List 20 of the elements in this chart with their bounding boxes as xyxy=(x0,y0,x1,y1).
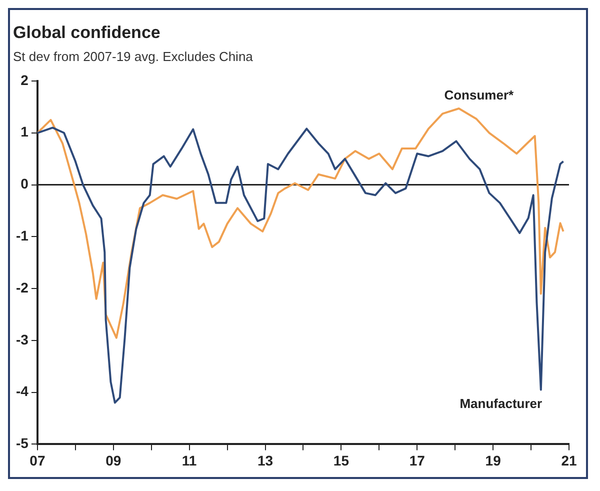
x-tick-label: 21 xyxy=(561,452,577,468)
series-label: Manufacturer xyxy=(460,396,542,411)
x-tick-label: 07 xyxy=(30,452,46,468)
x-tick-label: 09 xyxy=(106,452,122,468)
y-tick-label: 2 xyxy=(20,72,29,88)
series-label: Consumer* xyxy=(444,88,514,103)
x-tick-label: 11 xyxy=(182,452,197,468)
y-tick-label: 1 xyxy=(20,124,29,140)
y-tick-label: -3 xyxy=(16,331,29,348)
x-tick-label: 13 xyxy=(257,452,274,468)
x-tick-label: 17 xyxy=(409,452,426,468)
y-tick-label: 0 xyxy=(20,176,29,192)
chart-title: Global confidence xyxy=(13,22,160,42)
y-tick-label: -4 xyxy=(16,383,29,400)
chart-subtitle: St dev from 2007-19 avg. Excludes China xyxy=(13,48,254,64)
x-tick-label: 15 xyxy=(333,452,350,468)
y-tick-label: -1 xyxy=(16,228,29,244)
y-tick-label: -2 xyxy=(16,279,29,296)
y-tick-label: -5 xyxy=(16,435,29,452)
x-tick-label: 19 xyxy=(485,452,502,468)
